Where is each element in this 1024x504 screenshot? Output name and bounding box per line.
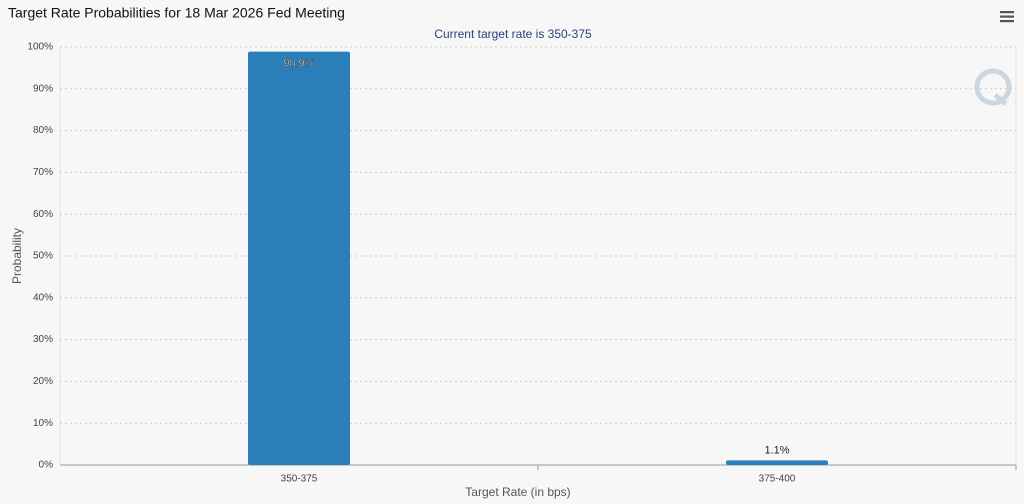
x-tick-label: 350-375 xyxy=(281,474,318,485)
x-tick-label: 375-400 xyxy=(759,474,796,485)
menu-button[interactable] xyxy=(998,9,1016,25)
menu-bar xyxy=(1000,15,1014,18)
bar xyxy=(726,460,828,465)
data-label: 98.9% xyxy=(283,58,314,70)
y-tick-label: 20% xyxy=(33,376,53,387)
y-tick-label: 40% xyxy=(33,292,53,303)
chart-title: Target Rate Probabilities for 18 Mar 202… xyxy=(8,5,345,21)
x-axis-label: Target Rate (in bps) xyxy=(465,485,570,499)
menu-bar xyxy=(1000,11,1014,14)
y-tick-label: 10% xyxy=(33,418,53,429)
menu-bar xyxy=(1000,20,1014,23)
data-label: 1.1% xyxy=(764,444,789,456)
y-tick-label: 0% xyxy=(39,460,54,471)
logo-ring xyxy=(974,68,1012,106)
y-tick-label: 50% xyxy=(33,251,53,262)
logo xyxy=(974,68,1012,106)
logo-tail xyxy=(993,93,1008,106)
y-tick-label: 60% xyxy=(33,209,53,220)
y-tick-label: 100% xyxy=(27,42,53,53)
y-axis-label: Probability xyxy=(10,228,24,284)
y-tick-label: 30% xyxy=(33,334,53,345)
chart-subtitle: Current target rate is 350-375 xyxy=(434,27,592,41)
y-tick-label: 80% xyxy=(33,125,53,136)
y-tick-label: 90% xyxy=(33,83,53,94)
bar xyxy=(248,51,350,466)
y-tick-label: 70% xyxy=(33,167,53,178)
